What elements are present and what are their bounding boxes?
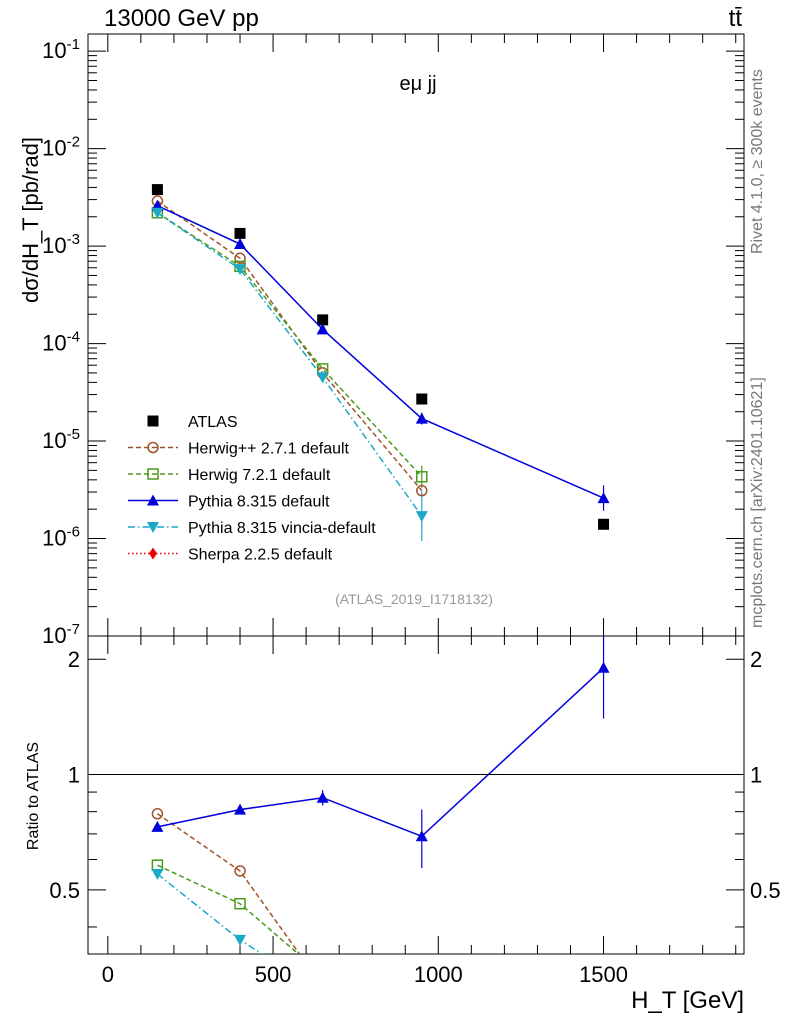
y-tick-label: 10-2 — [42, 134, 80, 161]
ratio-tick-label: 1 — [68, 763, 80, 788]
series-3-point — [316, 323, 329, 335]
ratio-tick-label-right: 0.5 — [750, 878, 781, 903]
series-2-line — [156, 212, 423, 478]
upper-plot-frame — [87, 33, 745, 637]
series-4-point — [316, 372, 329, 384]
legend-marker — [147, 522, 159, 533]
series-3-ratio-point — [151, 820, 164, 832]
series-3-ratio-point — [597, 661, 610, 673]
x-tick-label: 1000 — [414, 962, 463, 987]
ratio-tick-label: 0.5 — [49, 878, 80, 903]
legend-label: Pythia 8.315 default — [188, 494, 330, 511]
process-label: tt̄ — [729, 5, 743, 32]
legend-label: Herwig++ 2.7.1 default — [188, 441, 350, 458]
series-3-ratio-point — [234, 803, 247, 815]
y-tick-label: 10-6 — [42, 524, 80, 551]
series-3-ratio-point — [316, 791, 329, 803]
series-2-point — [416, 471, 428, 483]
legend-marker — [147, 468, 159, 480]
y-tick-label: 10-3 — [42, 231, 80, 258]
energy-label: 13000 GeV pp — [104, 5, 259, 32]
y-tick-label: 10-5 — [42, 426, 80, 453]
series-0-point — [151, 184, 163, 196]
side-label-mcplots: mcplots.cern.ch [arXiv:2401.10621] — [749, 377, 766, 628]
series-2-ratio-point — [234, 897, 246, 910]
series-1-ratio-line — [156, 813, 301, 954]
x-tick-label: 500 — [255, 962, 292, 987]
legend-label: Sherpa 2.2.5 default — [188, 547, 333, 564]
legend-label: Herwig 7.2.1 default — [188, 467, 331, 484]
series-4-ratio-point — [234, 934, 247, 946]
series-4-point — [151, 207, 164, 219]
series-1-point — [416, 484, 428, 497]
series-3-point — [415, 412, 428, 424]
channel-label: eμ jj — [399, 73, 436, 95]
x-tick-label: 0 — [102, 962, 114, 987]
series-0-point — [234, 227, 246, 239]
legend-label: Pythia 8.315 vincia-default — [188, 520, 376, 537]
y-axis-label: dσ/dH_T [pb/rad] — [18, 137, 43, 303]
series-3-point — [234, 238, 247, 250]
legend: ATLAS Herwig++ 2.7.1 default Herwig 7.2.1 … — [128, 414, 376, 564]
legend-label: ATLAS — [188, 414, 238, 431]
series-1-ratio-point — [234, 865, 246, 877]
series-4-ratio-line — [156, 873, 264, 954]
ratio-tick-label-right: 2 — [750, 647, 762, 672]
analysis-id: (ATLAS_2019_I1718132) — [335, 591, 493, 607]
series-3-point — [597, 492, 610, 504]
series-4-point — [415, 511, 428, 523]
ratio-y-axis-label: Ratio to ATLAS — [25, 742, 42, 850]
series-0-point — [317, 314, 329, 326]
series-0-point — [416, 393, 428, 405]
series-1-point — [234, 252, 246, 265]
ratio-tick-label-right: 1 — [750, 763, 762, 788]
series-3-ratio-point — [415, 830, 428, 842]
series-1-ratio-point — [151, 808, 164, 820]
x-axis-label: H_T [GeV] — [631, 987, 744, 1014]
side-label-rivet: Rivet 4.1.0, ≥ 300k events — [749, 69, 766, 254]
series-4-line — [156, 212, 423, 517]
legend-marker — [147, 494, 159, 506]
y-tick-label: 10-1 — [42, 36, 80, 63]
series-0-point — [598, 518, 610, 530]
series-2-ratio-line — [157, 864, 300, 954]
series-1-line — [156, 200, 423, 492]
legend-marker — [147, 441, 159, 454]
x-tick-label: 1500 — [579, 962, 628, 987]
y-tick-label: 10-4 — [42, 329, 80, 356]
series-3-ratio-line — [157, 667, 605, 838]
series-4-ratio-point — [151, 868, 164, 880]
legend-marker — [147, 415, 159, 427]
ratio-plot-frame — [87, 635, 745, 955]
ratio-tick-label: 2 — [68, 647, 80, 672]
y-tick-label: 10-7 — [42, 621, 80, 648]
series-4-point — [234, 264, 247, 276]
legend-marker — [149, 547, 157, 560]
